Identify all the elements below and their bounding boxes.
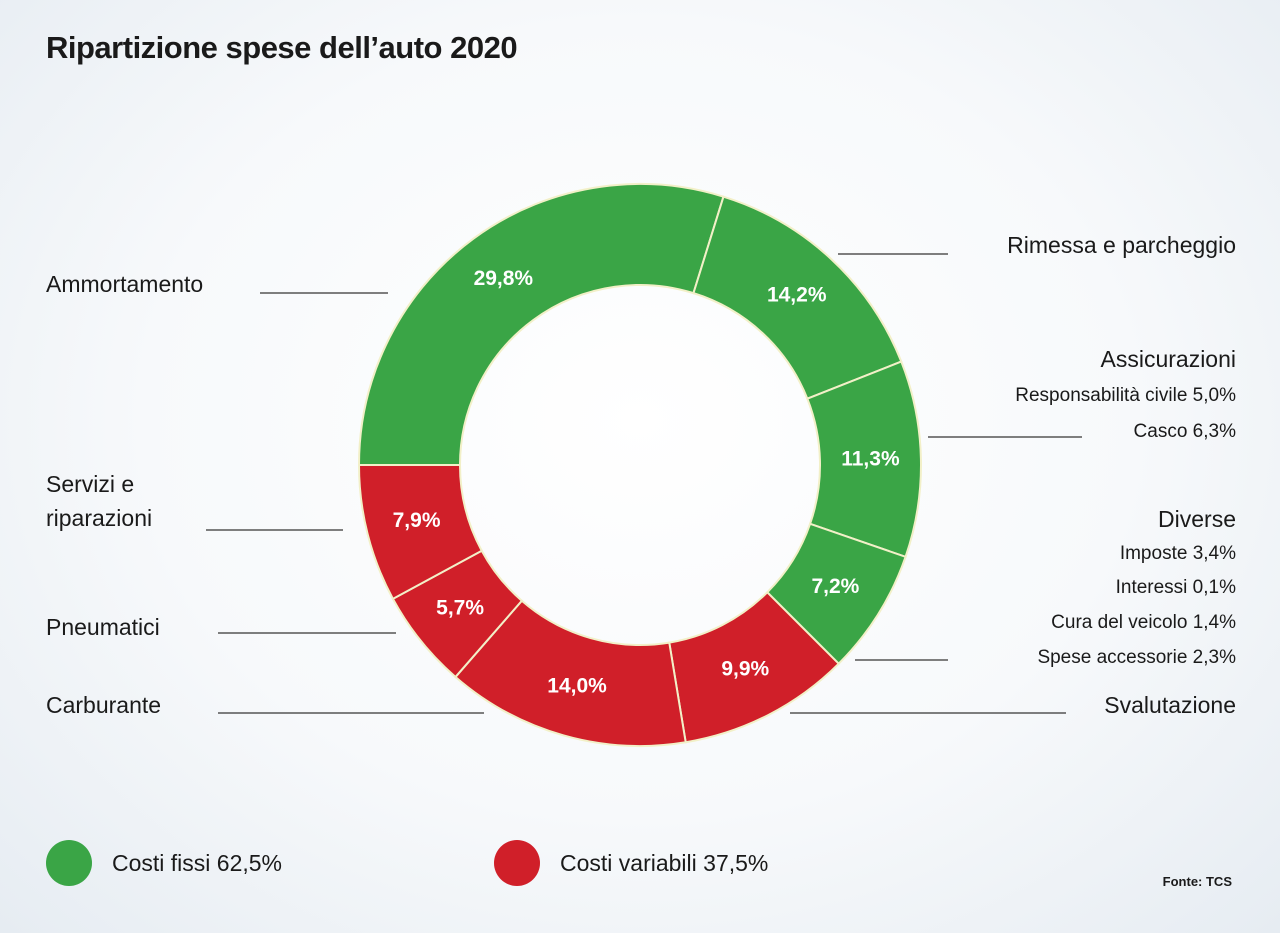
data-label-carburante: 14,0% — [547, 674, 607, 697]
legend-item-variabili: Costi variabili 37,5% — [494, 840, 768, 886]
data-label-pneumatici: 5,7% — [436, 597, 484, 620]
label-carburante: Carburante — [46, 692, 162, 718]
legend-label-variabili: Costi variabili 37,5% — [560, 849, 769, 876]
label-pneumatici: Pneumatici — [46, 614, 160, 640]
label-servizi-line2: riparazioni — [46, 505, 153, 531]
label-diverse: Diverse — [1158, 506, 1236, 532]
label-rimessa: Rimessa e parcheggio — [1007, 232, 1236, 258]
label-diverse-spese: Spese accessorie 2,3% — [1037, 647, 1236, 668]
label-diverse-cura: Cura del veicolo 1,4% — [1051, 612, 1236, 633]
donut-slice-ammortamento — [357, 183, 725, 466]
label-servizi-line1: Servizi e — [46, 471, 135, 497]
label-ammortamento: Ammortamento — [46, 271, 204, 297]
legend-item-fissi: Costi fissi 62,5% — [46, 840, 282, 886]
legend-label-fissi: Costi fissi 62,5% — [112, 849, 283, 876]
legend-swatch-fissi — [46, 840, 92, 886]
label-assicurazioni: Assicurazioni — [1100, 346, 1237, 372]
label-svalutazione: Svalutazione — [1104, 692, 1236, 718]
data-label-svalutazione: 9,9% — [721, 658, 769, 681]
source-note: Fonte: TCS — [1162, 874, 1232, 889]
data-label-rimessa-e-parcheggio: 14,2% — [767, 284, 827, 307]
label-assicurazioni-casco: Casco 6,3% — [1133, 421, 1236, 442]
data-label-servizi-e-riparazioni: 7,9% — [393, 509, 441, 532]
label-diverse-interessi: Interessi 0,1% — [1115, 577, 1236, 598]
donut-slice-servizi-e-riparazioni — [357, 464, 484, 601]
label-assicurazioni-rc: Responsabilità civile 5,0% — [1015, 385, 1236, 406]
chart-title: Ripartizione spese dell’auto 2020 — [46, 30, 518, 65]
data-label-ammortamento: 29,8% — [474, 267, 534, 290]
data-label-assicurazioni: 11,3% — [841, 447, 900, 470]
data-label-diverse: 7,2% — [811, 575, 859, 598]
legend-swatch-variabili — [494, 840, 540, 886]
label-diverse-imposte: Imposte 3,4% — [1119, 543, 1236, 564]
